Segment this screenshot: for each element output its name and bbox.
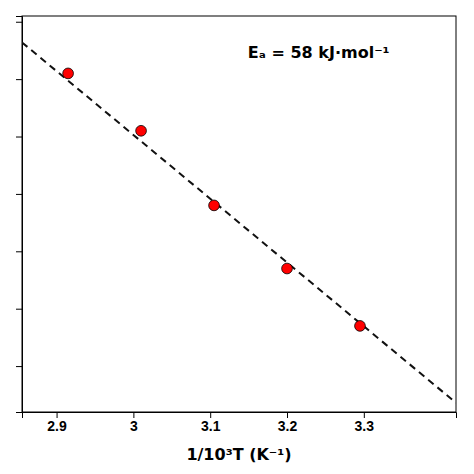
x-tick-label: 3.2 — [278, 418, 298, 434]
y-tick — [16, 22, 22, 23]
y-tick-mark — [16, 22, 22, 23]
x-tick-label: 3 — [130, 418, 138, 434]
y-tick-mark — [16, 251, 22, 252]
x-axis: 2.9 3 3.1 3.2 3.3 — [23, 412, 457, 434]
y-tick — [16, 79, 22, 80]
chart: 2.9 3 3.1 3.2 3.3 Eₐ = 58 kJ·mol⁻¹ 1/10³T (K⁻¹… — [0, 0, 474, 474]
x-tick-label: 3.1 — [201, 418, 221, 434]
point — [136, 125, 147, 136]
plot: 2.9 3 3.1 3.2 3.3 Eₐ = 58 kJ·mol⁻¹ — [16, 16, 457, 434]
x-axis-line — [23, 413, 457, 419]
y-tick-mark — [16, 366, 22, 367]
x-tick-label: 3.3 — [355, 418, 375, 434]
y-tick-mark — [16, 309, 22, 310]
y-tick-mark — [16, 137, 22, 138]
x-tick-label: 2.9 — [47, 418, 67, 434]
y-axis — [16, 17, 23, 413]
y-tick — [16, 251, 22, 252]
y-tick-mark — [16, 194, 22, 195]
y-tick — [16, 366, 22, 367]
point — [282, 263, 293, 274]
point — [63, 68, 74, 79]
y-tick — [16, 137, 22, 138]
y-tick-mark — [16, 79, 22, 80]
x-tick: 3.3 — [355, 412, 375, 434]
x-tick: 3.2 — [278, 412, 298, 434]
point — [209, 200, 220, 211]
annotation: Eₐ = 58 kJ·mol⁻¹ — [248, 43, 390, 62]
y-tick — [16, 194, 22, 195]
y-tick — [16, 309, 22, 310]
point — [355, 321, 366, 332]
y-axis-line — [16, 17, 23, 413]
marks — [22, 42, 456, 402]
x-tick: 3 — [130, 412, 138, 434]
fit-line — [22, 42, 456, 402]
x-axis-title: 1/10³T (K⁻¹) — [186, 445, 291, 464]
x-tick: 2.9 — [47, 412, 67, 434]
plot-frame — [22, 16, 456, 412]
x-tick: 3.1 — [201, 412, 221, 434]
